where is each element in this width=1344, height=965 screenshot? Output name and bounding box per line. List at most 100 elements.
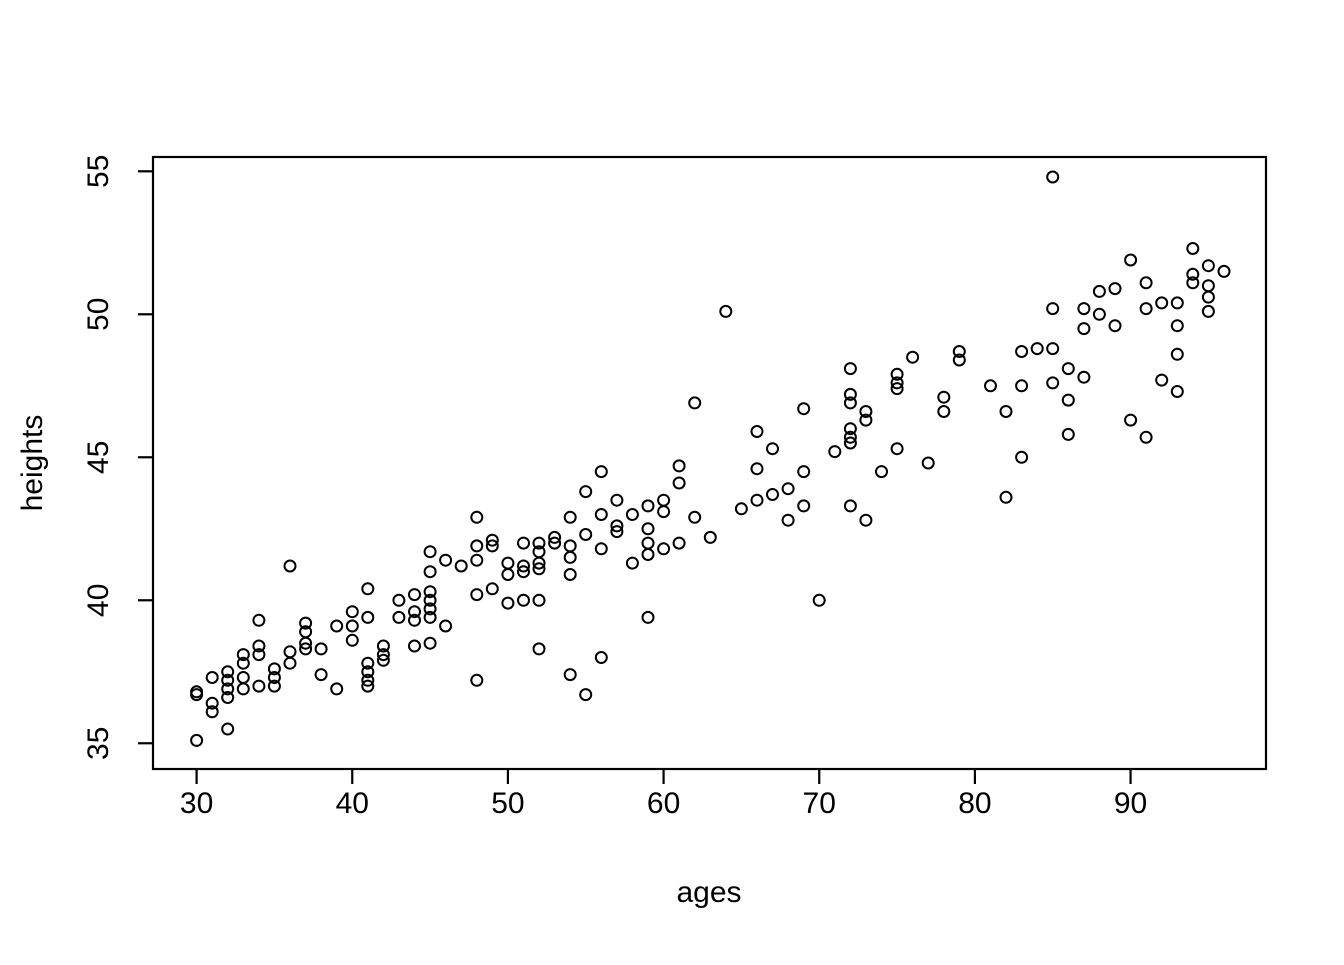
data-point	[299, 636, 313, 650]
data-point	[236, 682, 250, 696]
data-point	[423, 602, 437, 616]
data-point	[221, 682, 235, 696]
data-point	[1061, 393, 1075, 407]
data-point	[734, 502, 748, 516]
data-point	[1170, 347, 1184, 361]
x-tick-label: 80	[958, 787, 991, 820]
data-point	[190, 733, 204, 747]
data-point	[517, 565, 530, 579]
x-axis-ticks: 30 40 50 60 70 80 90	[180, 769, 1147, 820]
data-point	[470, 673, 484, 687]
data-point	[641, 610, 655, 624]
data-point	[361, 679, 375, 693]
data-point	[408, 605, 421, 619]
data-point	[1124, 253, 1138, 267]
data-point	[781, 513, 795, 527]
data-point	[345, 619, 359, 633]
data-point	[641, 522, 655, 536]
data-point	[1170, 385, 1184, 398]
data-point	[657, 542, 671, 556]
data-point	[1046, 342, 1060, 356]
data-point	[1030, 342, 1044, 356]
data-point	[579, 485, 593, 499]
data-point	[283, 645, 297, 659]
data-point	[843, 430, 857, 444]
x-tick-label: 60	[647, 787, 680, 820]
data-point	[890, 382, 904, 396]
data-point	[641, 499, 655, 513]
data-point	[252, 639, 266, 653]
data-point	[361, 582, 375, 596]
data-point	[750, 493, 764, 507]
data-point	[1201, 279, 1215, 293]
data-point	[1077, 370, 1091, 384]
data-point	[423, 565, 437, 579]
data-point	[283, 559, 297, 573]
data-point	[392, 593, 406, 607]
data-point	[657, 493, 671, 507]
data-point	[532, 562, 546, 576]
data-point	[952, 353, 966, 367]
data-point	[299, 616, 313, 630]
x-tick-label: 30	[180, 787, 213, 820]
data-point	[1139, 276, 1153, 290]
data-point	[625, 508, 639, 521]
data-point	[1046, 376, 1060, 390]
data-point	[1061, 362, 1075, 376]
data-point	[937, 405, 951, 418]
data-point	[1155, 373, 1169, 387]
data-point	[1046, 170, 1060, 184]
data-point	[1046, 302, 1060, 316]
data-point	[439, 619, 453, 633]
data-point	[843, 362, 857, 376]
data-point	[423, 585, 437, 599]
data-point	[252, 679, 266, 693]
data-point	[875, 465, 888, 479]
data-point	[906, 350, 920, 364]
data-point	[1186, 267, 1200, 281]
data-point	[548, 530, 562, 544]
y-tick-label: 55	[82, 155, 115, 188]
data-point	[579, 688, 593, 702]
data-point	[485, 539, 499, 553]
data-point	[283, 656, 297, 670]
x-tick-label: 90	[1114, 787, 1147, 820]
data-point	[190, 688, 204, 702]
data-point	[859, 413, 873, 427]
y-tick-label: 40	[82, 584, 115, 617]
data-point	[1092, 307, 1106, 321]
data-point	[236, 656, 250, 670]
data-point	[1217, 264, 1231, 278]
data-point	[890, 376, 904, 390]
data-point	[890, 367, 904, 381]
data-point	[797, 465, 811, 479]
data-point	[361, 656, 375, 670]
data-point	[672, 459, 686, 473]
x-tick-label: 70	[803, 787, 836, 820]
data-point	[423, 636, 437, 650]
data-point	[392, 610, 406, 624]
data-point	[1139, 430, 1153, 444]
data-point	[859, 513, 873, 527]
y-axis-ticks: 35 40 45 50 55	[82, 155, 153, 760]
data-point	[439, 553, 453, 567]
data-point	[797, 499, 811, 513]
data-point	[843, 436, 857, 450]
plot-border-box	[151, 155, 1268, 771]
data-point	[221, 665, 235, 679]
y-tick-label: 50	[82, 298, 115, 331]
data-point	[267, 671, 281, 684]
data-point	[1077, 302, 1091, 316]
data-point	[750, 425, 764, 438]
data-point	[205, 705, 219, 719]
data-point	[408, 588, 421, 602]
data-point	[501, 556, 515, 570]
data-point	[563, 550, 577, 564]
data-point	[1015, 379, 1029, 393]
data-point	[641, 548, 655, 561]
data-point	[454, 559, 468, 573]
data-point	[1170, 296, 1184, 310]
data-point	[376, 648, 390, 662]
